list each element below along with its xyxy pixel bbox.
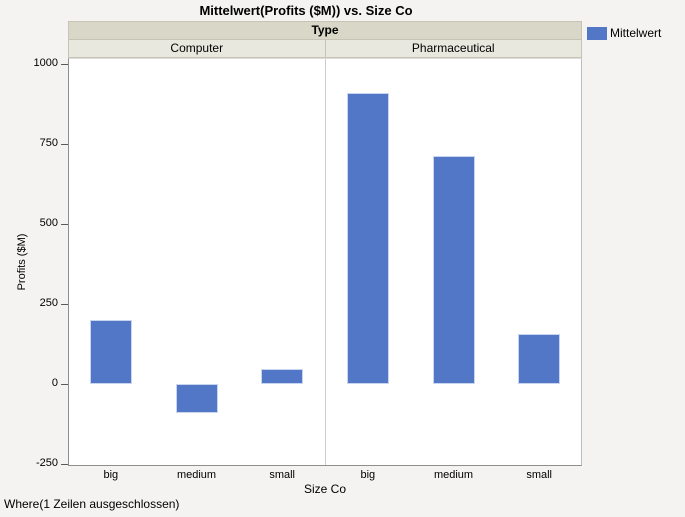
y-tick-mark (61, 304, 68, 306)
legend-label: Mittelwert (610, 26, 662, 40)
y-tick-label: -250 (35, 457, 58, 470)
chart-title: Mittelwert(Profits ($M)) vs. Size Co (199, 3, 413, 18)
bar-pharmaceutical-medium[interactable] (432, 156, 475, 385)
y-tick-mark (61, 224, 68, 226)
legend-swatch[interactable] (587, 27, 607, 40)
x-category-label: small (269, 469, 295, 481)
y-tick-label: 750 (39, 137, 58, 150)
bar-computer-medium[interactable] (175, 384, 218, 414)
x-category-label: small (526, 469, 552, 481)
panel-header-computer: Computer (68, 40, 326, 58)
group-header-type: Type (68, 21, 582, 40)
panel-divider (325, 59, 326, 465)
y-axis-title: Profits ($M) (16, 233, 28, 291)
x-category-label: big (360, 469, 376, 481)
where-clause: Where(1 Zeilen ausgeschlossen) (4, 497, 180, 511)
y-tick-mark (61, 144, 68, 146)
panel-header-band: Type Computer Pharmaceutical (68, 21, 582, 58)
y-tick-label: 0 (51, 377, 58, 390)
y-tick-label: 1000 (33, 57, 58, 70)
y-tick-mark (61, 384, 68, 386)
x-category-label: medium (433, 469, 474, 481)
x-axis-title: Size Co (303, 482, 347, 496)
plot-area (68, 58, 582, 466)
y-tick-label: 500 (39, 217, 58, 230)
y-tick-label: 250 (39, 297, 58, 310)
x-category-label: big (103, 469, 119, 481)
legend[interactable]: Mittelwert (587, 27, 661, 40)
bar-pharmaceutical-small[interactable] (518, 334, 561, 385)
y-tick-mark (61, 464, 68, 466)
bar-pharmaceutical-big[interactable] (346, 92, 389, 385)
bar-computer-big[interactable] (89, 320, 132, 385)
panel-header-pharmaceutical: Pharmaceutical (325, 40, 582, 58)
y-tick-mark (61, 64, 68, 66)
bar-computer-small[interactable] (261, 369, 304, 385)
x-category-label: medium (176, 469, 217, 481)
